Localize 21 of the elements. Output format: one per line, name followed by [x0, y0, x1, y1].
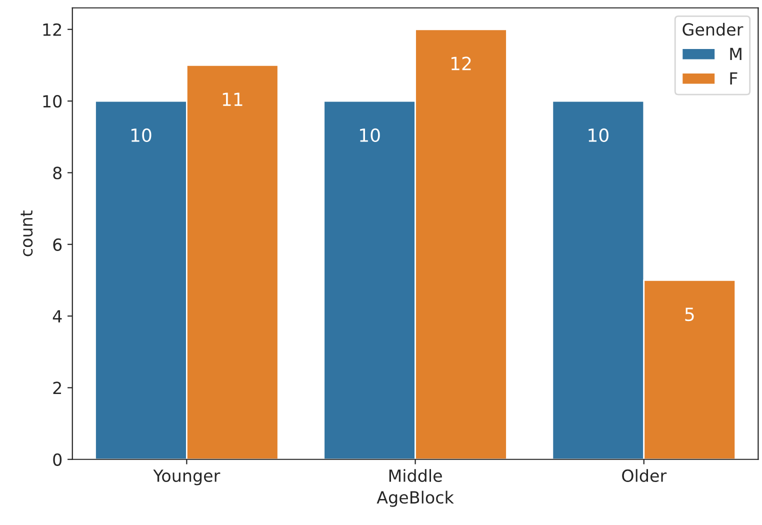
- y-tick-label: 12: [43, 23, 61, 36]
- y-tick-label: 0: [53, 453, 62, 466]
- x-tick-label: Middle: [389, 469, 442, 482]
- x-tick-label: Younger: [153, 470, 220, 486]
- y-tick-label: 4: [52, 310, 62, 322]
- data-label: 5: [685, 308, 694, 322]
- y-tick-label: 8: [53, 166, 62, 180]
- x-axis-title: AgeBlock: [376, 490, 454, 507]
- legend-label: F: [730, 72, 738, 84]
- data-label: 12: [452, 56, 471, 70]
- y-tick-label: 2: [53, 382, 61, 394]
- y-tick-label: 10: [43, 95, 62, 108]
- legend-label: M: [730, 48, 742, 60]
- data-label: 10: [588, 128, 608, 142]
- y-axis-title: count: [20, 210, 33, 256]
- y-tick-label: 6: [53, 238, 62, 251]
- data-label: 10: [131, 128, 152, 142]
- data-label: 11: [222, 92, 242, 106]
- data-label: 10: [360, 128, 380, 142]
- legend-title: Gender: [682, 22, 744, 36]
- x-tick-label: Older: [622, 469, 667, 482]
